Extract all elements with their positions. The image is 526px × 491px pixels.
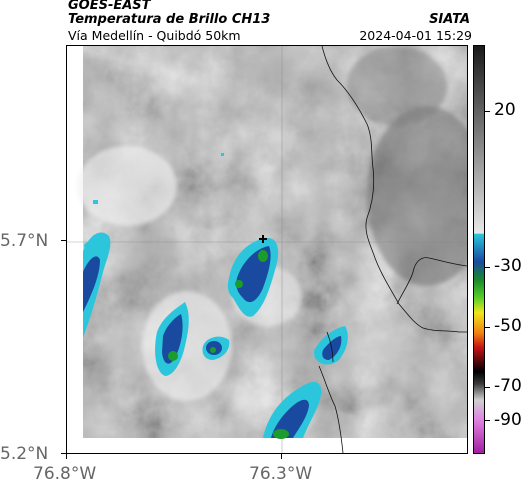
route-subtitle: Vía Medellín - Quibdó 50km: [68, 28, 241, 43]
plus-marker-icon: [259, 235, 267, 243]
convective-cells: [83, 153, 348, 439]
lat-label-5-7: 5.7°N: [0, 231, 49, 251]
lat-label-5-2: 5.2°N: [0, 444, 49, 464]
brightness-temperature-map: [67, 46, 467, 453]
lon-label-76-3: 76.3°W: [249, 464, 313, 484]
colorbar-label-minus70: -70: [494, 376, 522, 396]
map-panel[interactable]: [66, 45, 468, 454]
colorbar-label-minus30: -30: [494, 256, 522, 276]
temperature-colorbar: [473, 45, 485, 454]
colorbar-label-minus50: -50: [494, 316, 522, 336]
product-title: Temperatura de Brillo CH13: [68, 12, 271, 27]
satellite-title: GOES-EAST: [68, 0, 151, 13]
lon-label-76-8: 76.8°W: [33, 464, 97, 484]
datetime-label: 2024-04-01 15:29: [359, 28, 472, 43]
colorbar-label-20: 20: [494, 100, 516, 120]
administrative-borders: [318, 46, 467, 453]
agency-label: SIATA: [429, 12, 470, 27]
colorbar-label-minus90: -90: [494, 410, 522, 430]
